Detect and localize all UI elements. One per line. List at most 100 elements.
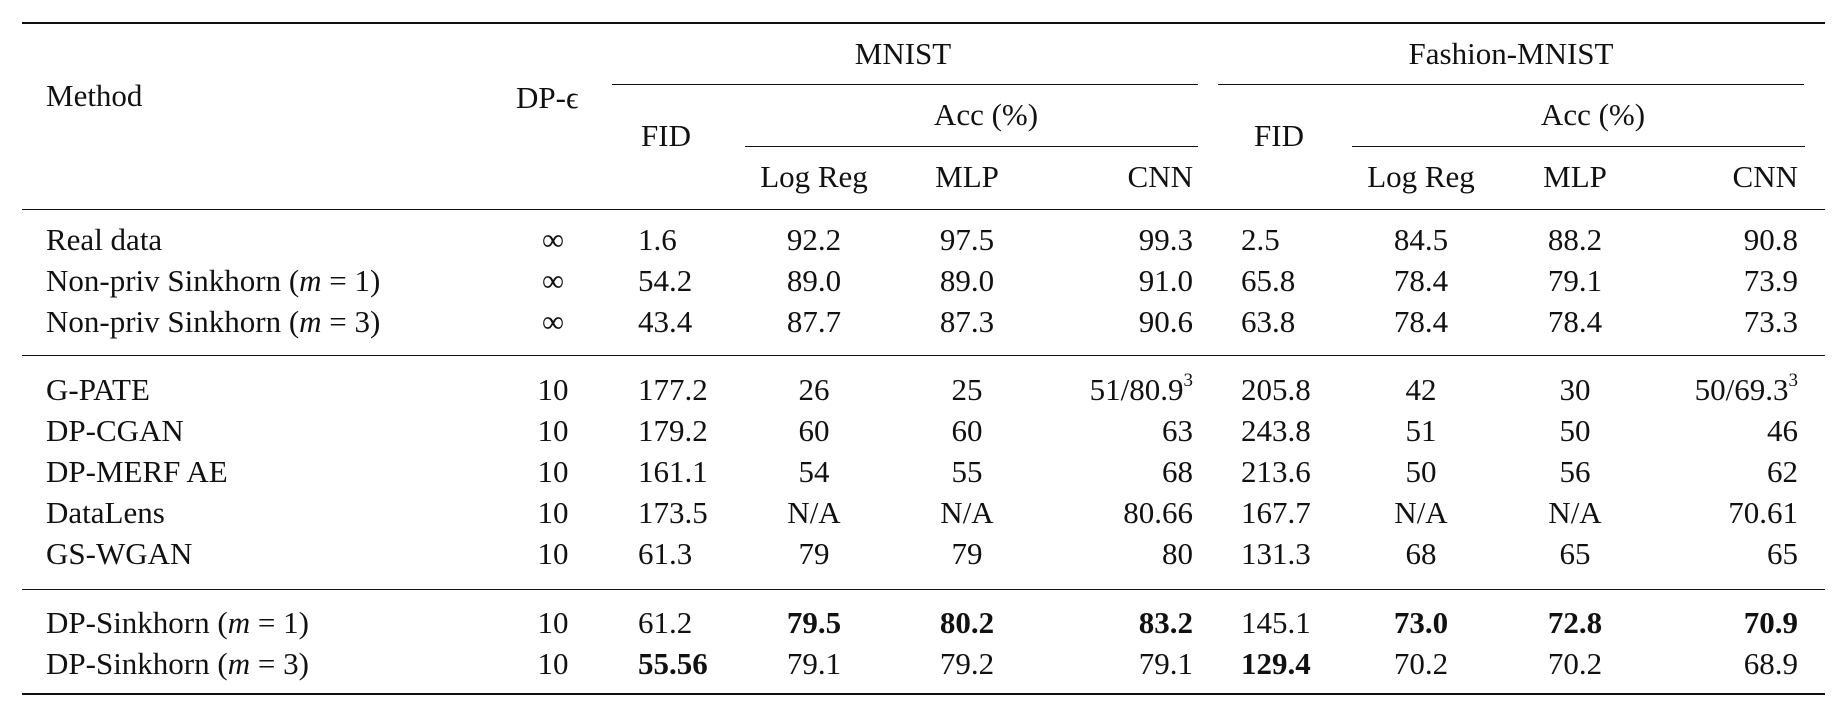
cell-fashion-fid: 145.1 (1241, 605, 1311, 641)
cell-fashion-fid: 65.8 (1241, 263, 1295, 299)
cell-fashion-logreg: 84.5 (1394, 222, 1448, 258)
cell-mnist-mlp: 60 (952, 413, 983, 449)
cell-mnist-cnn: 68 (1162, 454, 1193, 490)
cell-value: 88.2 (1547, 222, 1603, 257)
cell-eps: 10 (538, 372, 569, 408)
cell-value: 2.5 (1241, 222, 1280, 257)
cell-value: N/A (1548, 495, 1602, 530)
math-variable: m (299, 263, 322, 298)
method-suffix: = 1) (250, 605, 309, 640)
cell-value: 78.4 (1393, 304, 1449, 339)
cell-value: 68.9 (1743, 646, 1798, 681)
cell-value: 80.66 (1123, 495, 1193, 530)
cell-value: 99.3 (1138, 222, 1193, 257)
cell-value: 25 (951, 372, 983, 407)
math-variable: m (227, 646, 251, 681)
cell-mnist-cnn: 90.6 (1139, 304, 1193, 340)
cell-fashion-logreg: 78.4 (1394, 304, 1448, 340)
header-fashion-acc: Acc (%) (1540, 97, 1646, 132)
cell-mnist-fid: 177.2 (638, 372, 708, 408)
top-rule (22, 22, 1825, 24)
cell-mnist-cnn: 83.2 (1139, 605, 1193, 641)
header-mnist-mlp: MLP (935, 159, 999, 194)
cell-fashion-logreg: 51 (1406, 413, 1437, 449)
cell-fashion-logreg: 50 (1406, 454, 1437, 490)
method-cell: Non-priv Sinkhorn (m = 3) (46, 304, 380, 340)
cell-eps: 10 (538, 413, 569, 449)
method-cell: GS-WGAN (46, 536, 192, 572)
cell-value: 55 (951, 454, 983, 489)
cell-value: 177.2 (638, 372, 708, 407)
cell-value: 167.7 (1241, 495, 1311, 530)
cell-value: 60 (951, 413, 983, 448)
cell-mnist-mlp: 79.2 (940, 646, 994, 682)
header-fashion: Fashion-MNIST (1408, 36, 1614, 71)
cell-value: 65 (1559, 536, 1591, 571)
cell-eps: 10 (538, 536, 569, 572)
cell-value: 243.8 (1241, 413, 1311, 448)
cell-value: 61.3 (638, 536, 693, 571)
cell-fashion-mlp: 30 (1560, 372, 1591, 408)
cell-mnist-cnn: 99.3 (1139, 222, 1193, 258)
cell-value: 68 (1405, 536, 1437, 571)
cell-value: ∞ (541, 304, 565, 339)
cell-value: 63 (1162, 413, 1193, 448)
cell-value: 65 (1767, 536, 1798, 571)
cell-value: 26 (798, 372, 830, 407)
cell-mnist-fid: 161.1 (638, 454, 708, 490)
cell-eps: 10 (538, 495, 569, 531)
cell-value: 78.4 (1393, 263, 1449, 298)
method-cell: Non-priv Sinkhorn (m = 1) (46, 263, 380, 299)
cell-eps: 10 (538, 454, 569, 490)
cell-fashion-fid: 2.5 (1241, 222, 1280, 258)
footnote-mark: 3 (1788, 369, 1799, 391)
cell-value: 10 (537, 646, 569, 681)
cell-value: 78.4 (1547, 304, 1603, 339)
cell-mnist-logreg: 89.0 (787, 263, 841, 299)
cell-value: 50/69.3 (1694, 372, 1789, 407)
cell-value: 79.1 (786, 646, 842, 681)
cell-value: 80 (1162, 536, 1193, 571)
cell-value: 79 (798, 536, 830, 571)
cell-value: 54.2 (638, 263, 693, 298)
cell-fashion-cnn: 68.9 (1744, 646, 1798, 682)
cell-value: 79.1 (1138, 646, 1193, 681)
fashion-acc-rule (1352, 146, 1805, 147)
footnote-mark: 3 (1183, 369, 1194, 391)
cell-value: 79.2 (939, 646, 995, 681)
cell-eps: ∞ (542, 222, 564, 258)
cell-mnist-fid: 61.2 (638, 605, 692, 641)
header-mnist-fid: FID (641, 118, 691, 153)
cell-value: 10 (537, 536, 569, 571)
bottom-rule (22, 693, 1825, 695)
cell-value: 51/80.9 (1089, 372, 1184, 407)
cell-value: 90.8 (1743, 222, 1798, 257)
method-cell: DataLens (46, 495, 165, 531)
cell-mnist-logreg: 26 (799, 372, 830, 408)
cell-value: 87.7 (786, 304, 842, 339)
cell-mnist-cnn: 80 (1162, 536, 1193, 572)
cell-value: 83.2 (1138, 605, 1193, 640)
method-cell: G-PATE (46, 372, 150, 408)
cell-fashion-fid: 205.8 (1241, 372, 1311, 408)
method-name: Real data (46, 222, 163, 257)
cell-value: 73.0 (1393, 605, 1449, 640)
cell-value: 61.2 (638, 605, 693, 640)
cell-fashion-logreg: N/A (1394, 495, 1447, 531)
cell-mnist-logreg: 60 (799, 413, 830, 449)
header-rule (22, 209, 1825, 210)
cell-value: 173.5 (638, 495, 708, 530)
method-name: Non-priv Sinkhorn ( (46, 263, 300, 298)
math-variable: m (227, 605, 251, 640)
cell-value: 51 (1405, 413, 1437, 448)
cell-value: 87.3 (939, 304, 995, 339)
cell-mnist-mlp: 80.2 (940, 605, 994, 641)
cell-value: 70.2 (1393, 646, 1449, 681)
cell-value: 90.6 (1138, 304, 1193, 339)
cell-mnist-fid: 179.2 (638, 413, 708, 449)
method-cell: DP-MERF AE (46, 454, 228, 490)
cell-eps: 10 (538, 646, 569, 682)
cell-mnist-cnn: 79.1 (1139, 646, 1193, 682)
cell-value: 50 (1559, 413, 1591, 448)
